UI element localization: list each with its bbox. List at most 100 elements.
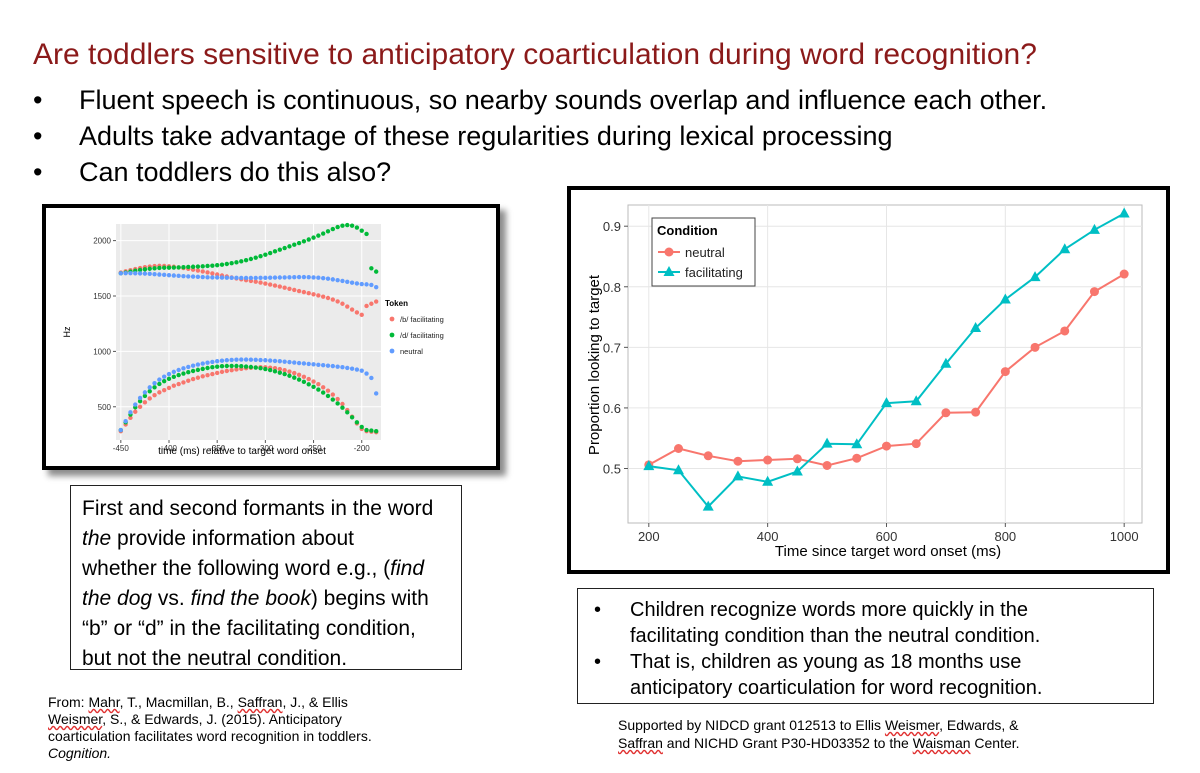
data-point [166, 385, 172, 391]
data-point [296, 274, 302, 280]
data-point [359, 368, 364, 373]
data-point [214, 275, 220, 280]
data-point [243, 275, 249, 281]
data-point [205, 270, 210, 275]
text-line: whether the following word e.g., (find [82, 554, 450, 584]
data-point [214, 364, 220, 369]
data-point [258, 366, 263, 371]
data-point [195, 268, 201, 273]
data-point [128, 415, 133, 421]
data-point [229, 261, 234, 266]
data-point [330, 277, 336, 282]
data-point [287, 244, 292, 249]
data-point [210, 263, 215, 268]
data-point [176, 381, 181, 387]
formant-chart: -450 -400 -350 -300 -250 -200500100015002000 … [62, 222, 444, 457]
x-axis-label: Time since target word onset (ms) [775, 543, 1001, 560]
data-point [821, 437, 833, 448]
journal-name: Cognition. [48, 745, 112, 761]
legend-marker [389, 332, 395, 338]
data-point [234, 367, 239, 372]
text-fragment: and NICHD Grant P30-HD03352 to the [662, 735, 913, 751]
text-line: Children recognize words more quickly in… [630, 599, 1028, 621]
data-point [306, 382, 311, 387]
data-point [292, 360, 297, 365]
data-point [296, 288, 302, 294]
data-point [181, 380, 186, 385]
bullet-marker: • [594, 651, 602, 673]
bullet-text: Adults take advantage of these regularit… [79, 121, 893, 151]
author-name: Saffran [618, 735, 663, 751]
data-point [200, 361, 205, 366]
data-point [263, 275, 268, 281]
text-line: coarticulation facilitates word recognit… [48, 728, 372, 744]
data-point [301, 374, 307, 380]
data-point [330, 363, 336, 369]
data-point [762, 475, 774, 486]
text-line: “b” or “d” in the facilitating condition… [82, 617, 416, 640]
data-point [1030, 342, 1040, 352]
data-point [354, 225, 360, 230]
citation: From: Mahr, T., Macmillan, B., Saffran, … [48, 694, 372, 762]
text-fragment: provide information about [111, 527, 355, 550]
y-axis-label: Hz [62, 326, 72, 337]
data-point [147, 266, 152, 271]
data-point [292, 375, 297, 380]
data-point [999, 293, 1011, 304]
data-point [229, 363, 234, 369]
y-tick-label: 0.8 [603, 280, 621, 295]
data-point [166, 272, 172, 278]
data-point [880, 397, 892, 408]
bullet-item: • Can toddlers do this also? [33, 154, 1047, 190]
data-point [229, 275, 234, 281]
data-point [277, 284, 283, 289]
data-point [345, 410, 350, 415]
data-point [205, 275, 210, 280]
data-point [1119, 269, 1129, 279]
data-point [224, 368, 230, 374]
data-point [325, 295, 331, 301]
slide-title: Are toddlers sensitive to anticipatory c… [33, 38, 1037, 71]
data-point [792, 454, 802, 464]
data-point [325, 229, 331, 234]
text-fragment: vs. [152, 587, 191, 610]
data-point [272, 369, 278, 374]
data-point [248, 275, 254, 281]
data-point [190, 368, 196, 374]
data-point [263, 366, 268, 372]
data-point [335, 401, 340, 406]
data-point [147, 385, 152, 390]
y-tick-label: 2000 [93, 237, 111, 246]
data-point [369, 282, 374, 288]
x-tick-label: 1000 [1110, 529, 1139, 544]
text-line: the dog vs. find the book) begins with [82, 584, 450, 614]
data-point [190, 363, 196, 368]
data-point [171, 265, 177, 270]
data-point [732, 470, 744, 481]
data-point [369, 266, 374, 271]
data-point [320, 385, 326, 390]
text-line: Weismer, S., & Edwards, J. (2015). Antic… [48, 711, 372, 728]
text-line: the provide information about [82, 524, 450, 554]
data-point [373, 299, 379, 304]
data-point [166, 376, 172, 382]
data-point [311, 362, 316, 367]
formant-chart-frame: -450 -400 -350 -300 -250 -200 500 1000 1500 2000 … [42, 204, 500, 470]
data-point [325, 363, 331, 368]
data-point [181, 366, 186, 371]
data-point [345, 222, 350, 228]
data-point [137, 395, 143, 401]
bullet-text: Fluent speech is continuous, so nearby s… [79, 85, 1048, 115]
data-point [296, 372, 302, 378]
data-point [311, 292, 316, 297]
data-point [345, 279, 350, 285]
data-point [205, 263, 210, 269]
data-point [219, 262, 225, 267]
legend-marker [389, 348, 395, 354]
data-point [157, 265, 162, 271]
bullet-item: • Adults take advantage of these regulari… [33, 118, 1047, 154]
data-point [330, 297, 336, 302]
data-point [971, 407, 981, 417]
data-point [234, 357, 239, 362]
data-point [190, 264, 196, 269]
